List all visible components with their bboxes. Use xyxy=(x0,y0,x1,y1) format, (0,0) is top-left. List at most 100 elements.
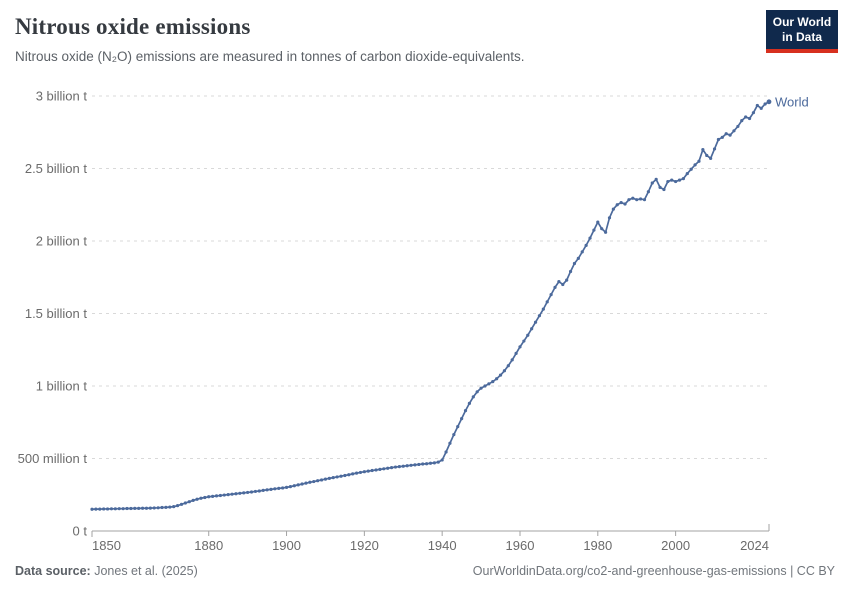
data-point xyxy=(631,196,635,200)
data-point xyxy=(452,432,456,437)
world-series-line[interactable] xyxy=(91,100,770,511)
data-point xyxy=(113,507,117,511)
y-tick-label: 1 billion t xyxy=(36,379,88,394)
data-point xyxy=(417,462,421,467)
chart-area: 0 t 500 million t 1 billion t 1.5 billion t… xyxy=(0,78,850,560)
data-point xyxy=(646,190,650,194)
data-point xyxy=(203,495,207,500)
data-point xyxy=(257,489,261,493)
owid-logo[interactable]: Our World in Data xyxy=(766,10,838,53)
data-point xyxy=(514,351,518,355)
page-title: Nitrous oxide emissions xyxy=(15,14,251,39)
data-point xyxy=(397,465,401,469)
data-point xyxy=(697,159,701,163)
data-point xyxy=(172,505,176,509)
data-point xyxy=(557,280,561,284)
data-point xyxy=(277,486,281,490)
data-point xyxy=(102,507,106,511)
data-point xyxy=(568,269,573,274)
data-point xyxy=(218,493,222,498)
data-point xyxy=(495,377,499,381)
data-point xyxy=(709,156,713,160)
data-point xyxy=(432,461,436,465)
data-point xyxy=(354,471,359,475)
data-point xyxy=(611,207,615,211)
data-point xyxy=(693,163,697,167)
data-point xyxy=(491,380,495,384)
x-tick-label: 2000 xyxy=(661,538,690,553)
data-point xyxy=(343,473,347,478)
data-point xyxy=(312,479,316,484)
data-point xyxy=(242,491,246,495)
data-point xyxy=(603,230,608,234)
data-point xyxy=(234,492,238,496)
data-point xyxy=(475,390,479,394)
data-point xyxy=(487,382,491,386)
data-point xyxy=(152,506,156,510)
data-point xyxy=(533,320,538,324)
data-point xyxy=(347,473,351,477)
data-point xyxy=(545,300,549,304)
data-point xyxy=(766,99,772,105)
data-point xyxy=(195,497,199,501)
x-tick-label: 1960 xyxy=(506,538,535,553)
data-point xyxy=(90,507,94,511)
x-tick-label: 1900 xyxy=(272,538,301,553)
data-point xyxy=(580,250,584,254)
data-point xyxy=(518,345,522,349)
data-point xyxy=(596,220,600,224)
data-point xyxy=(133,506,137,510)
data-point xyxy=(600,227,604,231)
data-point xyxy=(125,506,129,511)
data-point xyxy=(281,486,285,490)
data-point xyxy=(572,261,577,266)
data-point xyxy=(339,474,343,478)
data-point xyxy=(211,494,215,498)
data-point xyxy=(654,177,658,181)
x-tick-label: 1880 xyxy=(194,538,223,553)
y-axis-labels: 0 t 500 million t 1 billion t 1.5 billion t… xyxy=(18,89,88,539)
x-axis-labels: 1850 1880 1900 1920 1940 1960 1980 2000 2024 xyxy=(92,538,769,553)
data-point xyxy=(670,178,674,182)
y-tick-label: 0 t xyxy=(73,524,88,539)
data-point xyxy=(98,507,102,511)
world-series-label[interactable]: World xyxy=(775,94,809,109)
y-tick-label: 2.5 billion t xyxy=(25,161,88,176)
data-point xyxy=(724,132,728,136)
data-point xyxy=(117,507,121,511)
data-point xyxy=(467,401,472,405)
x-tick-label: 1920 xyxy=(350,538,379,553)
data-point xyxy=(736,124,740,129)
data-point xyxy=(421,462,425,466)
data-point xyxy=(436,460,440,464)
data-point xyxy=(623,202,627,206)
data-point xyxy=(374,468,378,472)
data-point xyxy=(522,339,526,343)
data-point xyxy=(179,502,184,506)
data-point xyxy=(121,507,125,511)
data-point xyxy=(246,490,250,495)
data-point xyxy=(370,468,374,473)
x-tick-label: 2024 xyxy=(740,538,769,553)
data-point xyxy=(319,478,324,482)
data-point xyxy=(619,200,623,205)
data-point xyxy=(140,506,145,510)
license-link[interactable]: OurWorldinData.org/co2-and-greenhouse-ga… xyxy=(472,564,835,578)
data-point xyxy=(199,496,203,500)
data-point xyxy=(137,506,141,510)
data-point xyxy=(561,282,565,287)
data-point xyxy=(615,203,619,207)
data-point xyxy=(565,278,569,282)
data-point xyxy=(249,490,254,494)
data-point xyxy=(576,256,580,260)
data-source-label: Data source: xyxy=(15,564,91,578)
data-point xyxy=(763,102,767,106)
x-tick-label: 1980 xyxy=(583,538,612,553)
data-point xyxy=(230,492,234,496)
data-point xyxy=(335,475,339,479)
data-point xyxy=(584,243,588,247)
data-point xyxy=(588,236,592,240)
data-point xyxy=(386,466,390,470)
data-point xyxy=(479,386,483,390)
data-point xyxy=(428,461,433,465)
